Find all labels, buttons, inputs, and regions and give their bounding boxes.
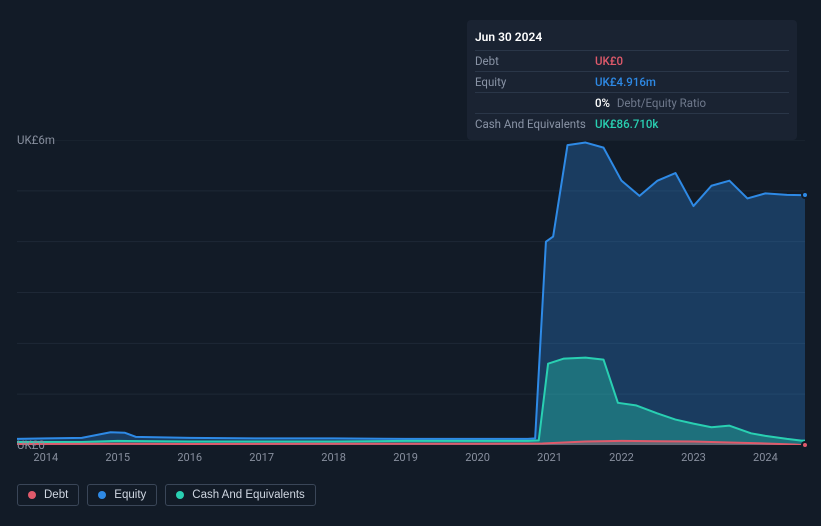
legend-item-label: Cash And Equivalents bbox=[192, 489, 305, 501]
tooltip-row-label: Cash And Equivalents bbox=[475, 117, 595, 131]
legend-item-equity[interactable]: Equity bbox=[87, 484, 157, 506]
tooltip-row-label: Equity bbox=[475, 75, 595, 89]
chart-svg bbox=[17, 140, 805, 445]
legend-dot-icon bbox=[98, 491, 106, 499]
legend-item-label: Debt bbox=[44, 489, 68, 501]
x-axis-tick: 2016 bbox=[177, 451, 202, 464]
legend-dot-icon bbox=[28, 491, 36, 499]
x-axis-tick: 2017 bbox=[249, 451, 274, 464]
tooltip-row-ratio: 0% Debt/Equity Ratio bbox=[475, 92, 789, 113]
tooltip-date: Jun 30 2024 bbox=[475, 26, 789, 50]
tooltip-row-value: UK£4.916m bbox=[595, 75, 656, 89]
x-axis-tick: 2015 bbox=[105, 451, 130, 464]
tooltip-row-cash: Cash And EquivalentsUK£86.710k bbox=[475, 113, 789, 134]
tooltip-row-value: UK£0 bbox=[595, 54, 623, 68]
legend-item-cash[interactable]: Cash And Equivalents bbox=[165, 484, 316, 506]
legend-item-label: Equity bbox=[114, 489, 146, 501]
tooltip-row-value: UK£86.710k bbox=[595, 117, 658, 131]
y-axis-label: UK£0 bbox=[17, 438, 29, 452]
tooltip-row-label bbox=[475, 96, 595, 110]
legend-dot-icon bbox=[176, 491, 184, 499]
x-axis-tick: 2019 bbox=[393, 451, 418, 464]
tooltip-row-debt: DebtUK£0 bbox=[475, 50, 789, 71]
x-axis-tick: 2023 bbox=[681, 451, 706, 464]
tooltip-row-value: 0% Debt/Equity Ratio bbox=[595, 96, 706, 110]
x-axis-tick: 2020 bbox=[465, 451, 490, 464]
tooltip-row-equity: EquityUK£4.916m bbox=[475, 71, 789, 92]
x-axis-tick: 2024 bbox=[753, 451, 778, 464]
x-axis-tick: 2014 bbox=[33, 451, 58, 464]
series-end-marker-equity bbox=[801, 191, 809, 199]
y-axis-label: UK£6m bbox=[17, 133, 29, 147]
chart-tooltip: Jun 30 2024 DebtUK£0EquityUK£4.916m0% De… bbox=[467, 20, 797, 140]
tooltip-row-label: Debt bbox=[475, 54, 595, 68]
x-axis-tick: 2021 bbox=[537, 451, 562, 464]
chart-plot-area: UK£6mUK£0 bbox=[17, 140, 805, 445]
x-axis-tick: 2022 bbox=[609, 451, 634, 464]
chart-legend: Debt Equity Cash And Equivalents bbox=[17, 484, 316, 506]
legend-item-debt[interactable]: Debt bbox=[17, 484, 79, 506]
series-area-equity bbox=[17, 143, 805, 445]
x-axis-tick: 2018 bbox=[321, 451, 346, 464]
series-end-marker-debt bbox=[801, 441, 809, 449]
